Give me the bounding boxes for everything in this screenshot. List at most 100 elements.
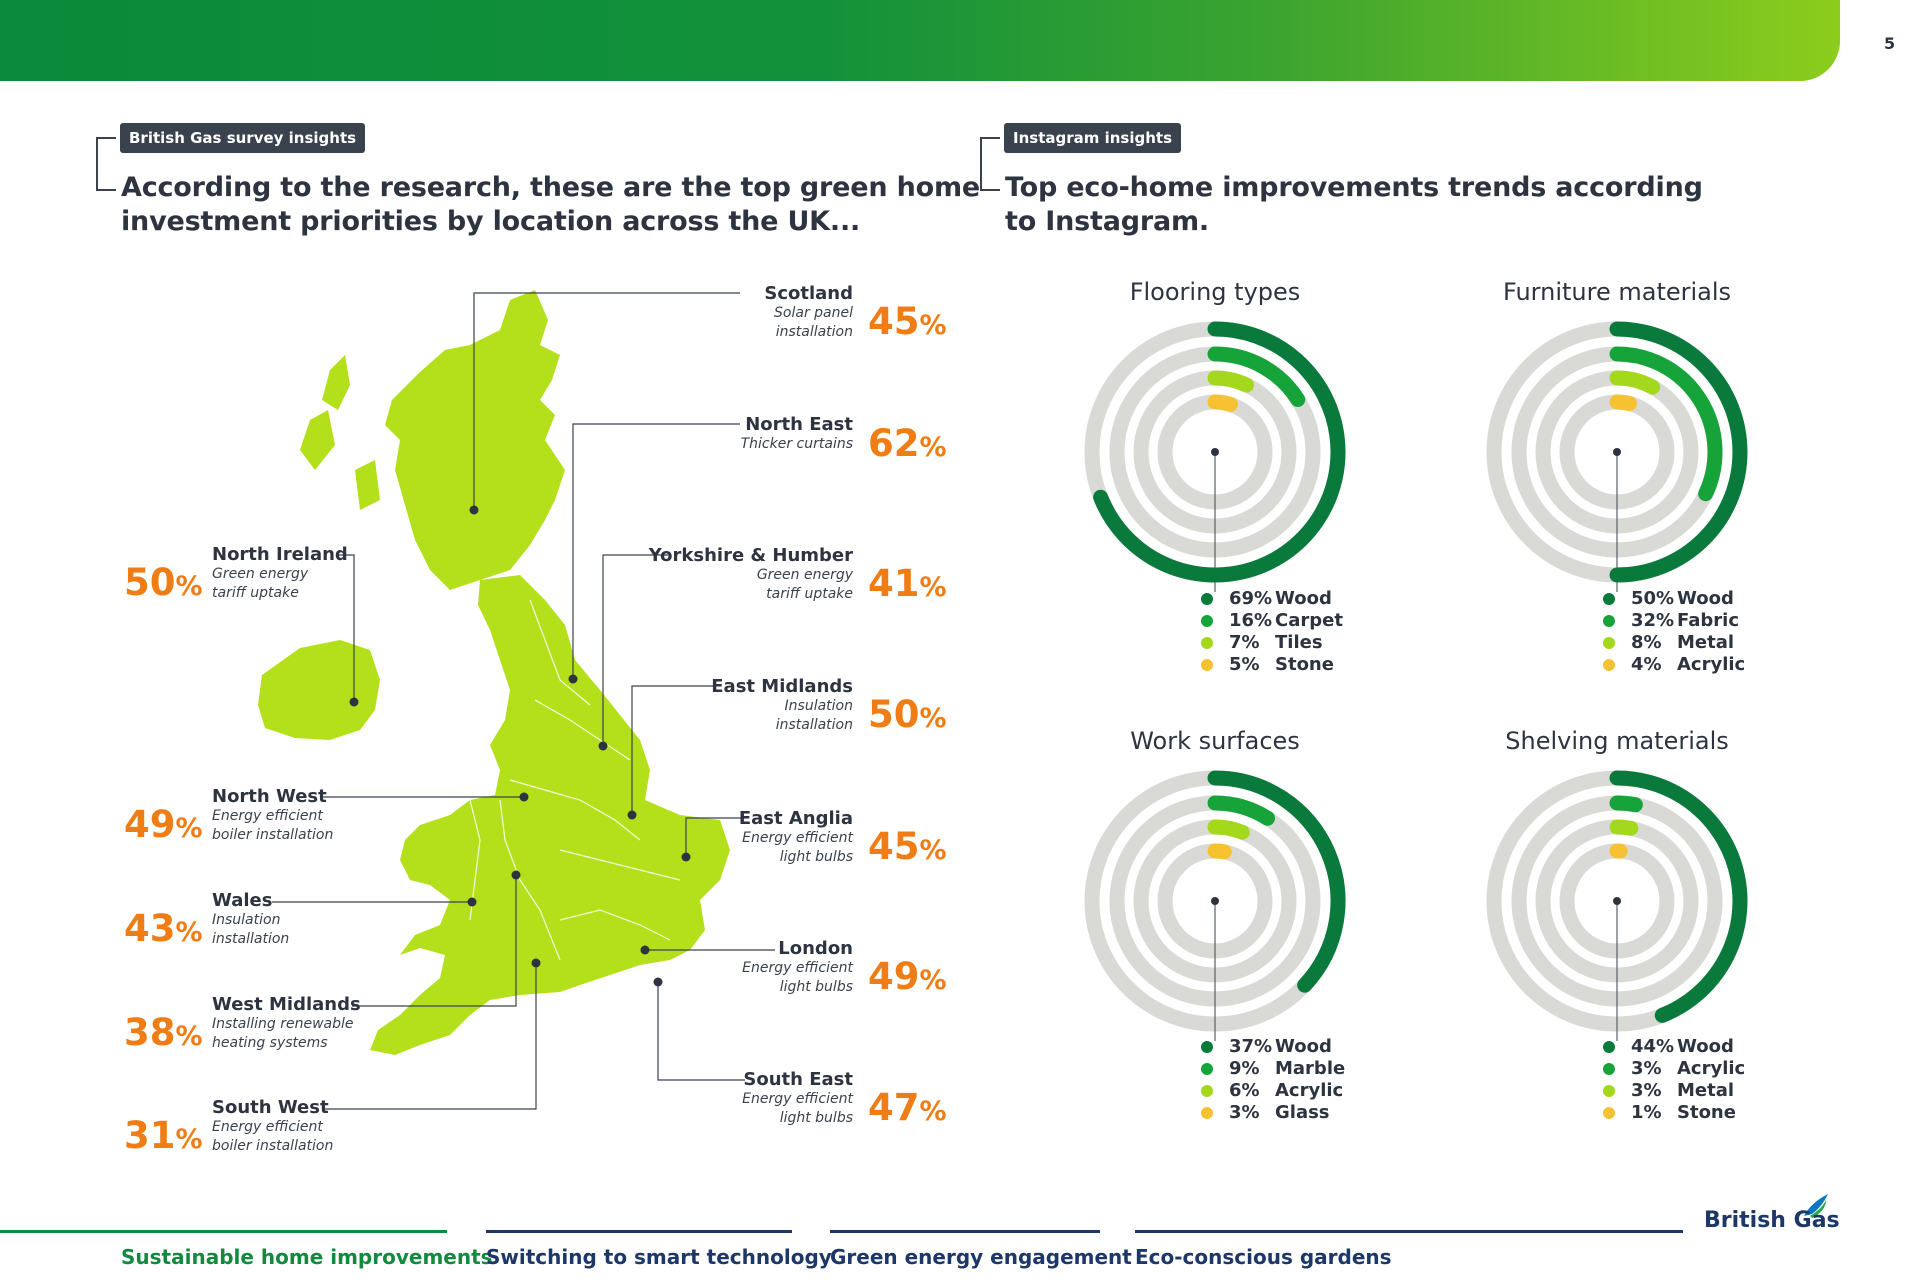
pct-east-midlands: 50%: [868, 693, 947, 736]
right-heading-line-1: Top eco-home improvements trends accordi…: [1005, 172, 1703, 203]
legend-value: 50%: [1631, 588, 1675, 609]
left-heading-line-2: investment priorities by location across…: [121, 206, 861, 237]
legend-value: 44%: [1631, 1036, 1675, 1057]
chart-title-flooring: Flooring types: [1129, 278, 1301, 306]
legend-value: 37%: [1229, 1036, 1273, 1057]
footer-tab-green-energy[interactable]: Green energy engagement: [830, 1230, 1132, 1270]
region-south-west: South West Energy efficient boiler insta…: [212, 1097, 334, 1154]
leader-scotland: [473, 292, 740, 510]
british-gas-logo-text: British Gas: [1704, 1208, 1840, 1233]
legend-label: Stone: [1677, 1102, 1736, 1123]
pct-west-midlands: 38%: [124, 1011, 203, 1054]
region-yorkshire: Yorkshire & Humber Green energy tariff u…: [648, 545, 853, 602]
left-heading: According to the research, these are the…: [121, 171, 980, 239]
region-west-midlands: West Midlands Installing renewable heati…: [212, 994, 361, 1051]
legend-dot: [1201, 659, 1213, 671]
pct-scotland: 45%: [868, 300, 947, 343]
legend-item: 37% Wood: [1201, 1036, 1345, 1058]
legend-value: 3%: [1631, 1080, 1662, 1101]
ring-arc-metal: [1609, 819, 1639, 836]
ring-arc-glass: [1207, 843, 1232, 860]
legend-value: 32%: [1631, 610, 1675, 631]
legend-dot: [1201, 637, 1213, 649]
british-gas-flame-icon: [1804, 1194, 1828, 1218]
region-scotland: Scotland Solar panel installation: [764, 283, 853, 340]
legend-label: Fabric: [1677, 610, 1739, 631]
pct-yorkshire: 41%: [868, 562, 947, 605]
region-north-ireland: North Ireland Green energy tariff uptake: [212, 544, 348, 601]
pct-north-east: 62%: [868, 422, 947, 465]
heading-bracket-right: [980, 137, 1000, 191]
legend-item: 69% Wood: [1201, 588, 1343, 610]
map-islands-3: [355, 460, 380, 510]
legend-label: Wood: [1275, 588, 1332, 609]
region-north-west: North West Energy efficient boiler insta…: [212, 786, 334, 843]
leader-north-east: [572, 423, 740, 679]
pct-east-anglia: 45%: [868, 825, 947, 868]
ring-arc-metal: [1609, 370, 1661, 395]
region-wales: Wales Insulation installation: [212, 890, 290, 947]
legend-item: 16% Carpet: [1201, 610, 1343, 632]
legend-dot: [1603, 1041, 1615, 1053]
legend-dot: [1201, 1107, 1213, 1119]
ring-arc-wood: [1207, 770, 1346, 993]
leader-yorkshire: [602, 554, 668, 746]
right-heading-line-2: to Instagram.: [1005, 206, 1209, 237]
leader-south-west: [323, 963, 537, 1110]
legend-label: Acrylic: [1677, 654, 1746, 675]
legend-label: Metal: [1677, 632, 1735, 653]
map-scotland: [385, 290, 565, 590]
leader-west-midlands: [352, 875, 517, 1007]
chart-title-furniture: Furniture materials: [1502, 278, 1732, 306]
legend-item: 3% Metal: [1603, 1080, 1745, 1102]
map-islands-2: [300, 410, 335, 470]
leader-south-east: [657, 982, 745, 1081]
legend-dot: [1603, 615, 1615, 627]
pct-wales: 43%: [124, 907, 203, 950]
center-dot: [1613, 448, 1621, 456]
footer-tab-smart-tech[interactable]: Switching to smart technology: [486, 1230, 832, 1270]
legend-dot: [1603, 593, 1615, 605]
survey-insights-tag: British Gas survey insights: [120, 123, 366, 153]
legend-work-surfaces: 37% Wood 9% Marble 6% Acrylic 3% Glass: [1201, 1036, 1345, 1124]
legend-value: 3%: [1631, 1058, 1662, 1079]
legend-label: Wood: [1677, 588, 1734, 609]
pct-south-east: 47%: [868, 1086, 947, 1129]
legend-item: 3% Glass: [1201, 1102, 1345, 1124]
pct-north-ireland: 50%: [124, 561, 203, 604]
top-banner: [0, 0, 1840, 81]
legend-label: Marble: [1275, 1058, 1346, 1079]
legend-value: 4%: [1631, 654, 1662, 675]
leader-east-midlands: [631, 685, 713, 815]
legend-furniture: 50% Wood 32% Fabric 8% Metal 4% Acrylic: [1603, 588, 1745, 676]
map-islands-1: [322, 355, 350, 410]
ring-arc-fabric: [1609, 346, 1723, 502]
legend-label: Glass: [1275, 1102, 1330, 1123]
map-england-wales: [370, 575, 730, 1055]
legend-dot: [1201, 1041, 1213, 1053]
ring-arc-marble: [1207, 795, 1276, 826]
left-heading-line-1: According to the research, these are the…: [121, 172, 981, 203]
legend-value: 3%: [1229, 1102, 1260, 1123]
map-northern-ireland: [258, 640, 380, 740]
legend-dot: [1201, 615, 1213, 627]
page-number: 5: [1884, 34, 1896, 53]
legend-dot: [1603, 659, 1615, 671]
legend-label: Acrylic: [1677, 1058, 1746, 1079]
pct-north-west: 49%: [124, 803, 203, 846]
ring-arc-acrylic: [1609, 795, 1643, 813]
leader-north-ireland: [337, 554, 355, 702]
legend-dot: [1603, 1085, 1615, 1097]
legend-item: 50% Wood: [1603, 588, 1745, 610]
footer-tab-eco-gardens[interactable]: Eco-conscious gardens: [1135, 1230, 1683, 1270]
legend-item: 44% Wood: [1603, 1036, 1745, 1058]
legend-item: 5% Stone: [1201, 654, 1343, 676]
region-south-east: South East Energy efficient light bulbs: [742, 1069, 853, 1126]
legend-label: Tiles: [1275, 632, 1323, 653]
pct-south-west: 31%: [124, 1114, 203, 1157]
footer-tab-sustainable[interactable]: Sustainable home improvements: [0, 1230, 493, 1270]
ring-arc-acrylic: [1207, 819, 1250, 840]
ring-arc-stone: [1207, 394, 1238, 412]
legend-label: Acrylic: [1275, 1080, 1344, 1101]
